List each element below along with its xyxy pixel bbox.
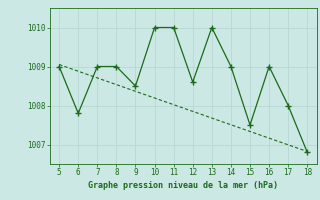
X-axis label: Graphe pression niveau de la mer (hPa): Graphe pression niveau de la mer (hPa)	[88, 181, 278, 190]
